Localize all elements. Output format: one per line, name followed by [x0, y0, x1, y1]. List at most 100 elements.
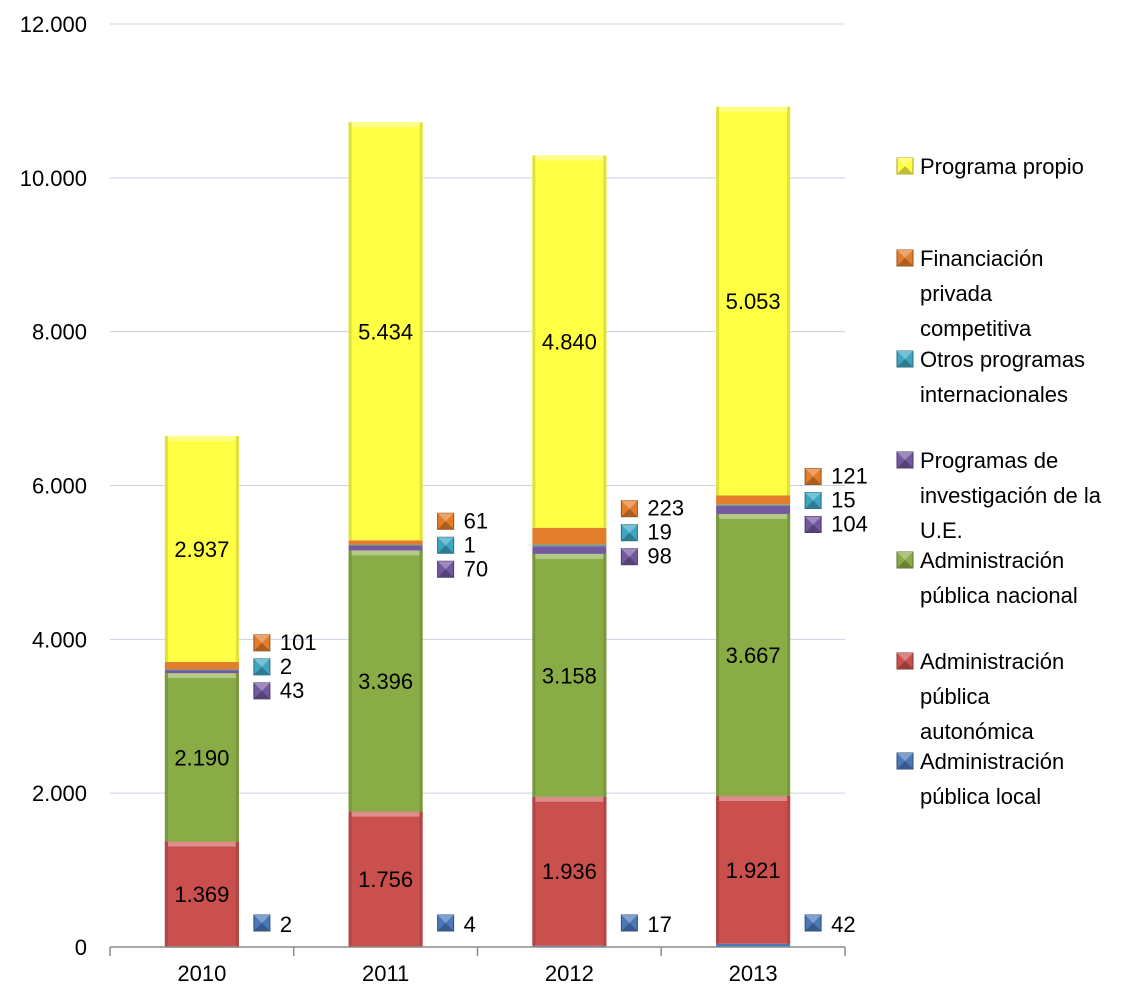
marker-bevel-bottom	[897, 560, 913, 568]
bar-bevel-top	[532, 553, 607, 559]
bar-bevel-left	[348, 550, 352, 812]
x-tick-label: 2012	[545, 961, 594, 986]
side-value-label: 1	[464, 532, 476, 557]
bar-bevel-left	[164, 435, 168, 662]
bar-segment	[716, 504, 791, 506]
legend-label: U.E.	[920, 518, 963, 543]
value-marker-icon	[253, 682, 271, 700]
marker-bevel-bottom	[897, 359, 913, 367]
side-value-label: 2	[280, 654, 292, 679]
bar-segment	[716, 505, 791, 514]
bar-value-label: 1.369	[174, 882, 229, 907]
value-marker-icon	[896, 551, 914, 569]
marker-bevel-top	[805, 492, 822, 501]
marker-bevel-bottom	[437, 569, 454, 578]
x-tick-label: 2013	[729, 961, 778, 986]
bar-bevel-top	[716, 513, 791, 519]
marker-bevel-top	[897, 552, 913, 560]
value-marker-icon	[437, 914, 455, 932]
bar-value-label: 5.053	[726, 289, 781, 314]
bar-bevel-left	[348, 122, 352, 541]
bar-value-label: 5.434	[358, 319, 413, 344]
marker-bevel-top	[437, 513, 454, 522]
marker-bevel-top	[897, 653, 913, 661]
marker-bevel-bottom	[621, 556, 638, 565]
side-value-label: 61	[464, 508, 488, 533]
legend-label: Financiación	[920, 246, 1044, 271]
bar-segment	[348, 811, 423, 947]
y-tick-label: 0	[75, 935, 87, 960]
y-axis: 0 2.000 4.000 6.000 8.000 10.000 12.000	[20, 12, 87, 960]
bar-segment	[532, 155, 607, 528]
marker-bevel-bottom	[253, 666, 270, 675]
bar-segment	[348, 544, 423, 546]
bar-value-label: 3.667	[726, 643, 781, 668]
marker-bevel-bottom	[897, 460, 913, 468]
marker-bevel-bottom	[897, 166, 913, 174]
value-marker-icon	[804, 467, 822, 485]
marker-bevel-bottom	[805, 500, 822, 509]
y-tick-label: 10.000	[20, 166, 87, 191]
value-marker-icon	[804, 914, 822, 932]
marker-bevel-top	[437, 915, 454, 923]
bar-bevel-top	[164, 435, 239, 441]
bar-bevel-top	[348, 550, 423, 556]
bar-segment	[164, 669, 239, 674]
marker-bevel-top	[805, 516, 822, 525]
legend-label: pública	[920, 684, 990, 709]
side-value-label: 70	[464, 556, 488, 581]
marker-bevel-top	[805, 468, 822, 477]
bar-bevel-right	[235, 841, 239, 947]
legend-label: Administración	[920, 548, 1064, 573]
bar-bevel-right	[603, 796, 607, 946]
bar-bevel-top	[716, 796, 791, 802]
side-value-label: 104	[831, 511, 868, 536]
bar-segment	[348, 545, 423, 551]
bar-segment	[164, 841, 239, 947]
legend: Programa propio Financiación privada compet…	[896, 154, 1102, 809]
value-marker-icon	[620, 914, 638, 932]
value-marker-icon	[896, 752, 914, 770]
side-value-label: 4	[464, 912, 476, 937]
marker-bevel-top	[621, 500, 638, 509]
bar-segment	[348, 540, 423, 545]
legend-label: investigación de la	[920, 483, 1102, 508]
marker-bevel-top	[437, 561, 454, 570]
legend-item: Administración pública autonómica	[896, 649, 1064, 744]
marker-bevel-top	[437, 537, 454, 546]
y-tick-label: 4.000	[32, 627, 87, 652]
legend-label: pública nacional	[920, 583, 1078, 608]
marker-bevel-top	[253, 682, 270, 691]
bar-bevel-left	[532, 796, 536, 946]
bar-bevel-top	[164, 841, 239, 847]
value-marker-icon	[620, 548, 638, 566]
marker-bevel-bottom	[437, 521, 454, 530]
marker-bevel-bottom	[897, 661, 913, 669]
bar-segment	[716, 796, 791, 944]
marker-bevel-top	[253, 634, 270, 643]
marker-bevel-top	[253, 915, 270, 923]
value-marker-icon	[896, 451, 914, 469]
bar-value-label: 1.921	[726, 858, 781, 883]
side-value-label: 15	[831, 487, 855, 512]
marker-bevel-bottom	[805, 923, 822, 931]
value-marker-icon	[804, 491, 822, 509]
side-value-label: 17	[647, 912, 671, 937]
marker-bevel-top	[897, 351, 913, 359]
legend-label: privada	[920, 281, 993, 306]
bar-segment	[716, 106, 791, 496]
legend-label: internacionales	[920, 382, 1068, 407]
bar-bevel-top	[716, 106, 791, 112]
x-tick-label: 2010	[177, 961, 226, 986]
bar-bevel-right	[419, 122, 423, 541]
bar-segment	[348, 550, 423, 812]
marker-bevel-top	[897, 250, 913, 258]
value-marker-icon	[253, 658, 271, 676]
y-tick-label: 12.000	[20, 12, 87, 37]
value-marker-icon	[804, 515, 822, 533]
y-tick-label: 6.000	[32, 474, 87, 499]
marker-bevel-top	[897, 452, 913, 460]
bar-bevel-right	[787, 513, 791, 797]
legend-item: Programa propio	[896, 154, 1084, 179]
